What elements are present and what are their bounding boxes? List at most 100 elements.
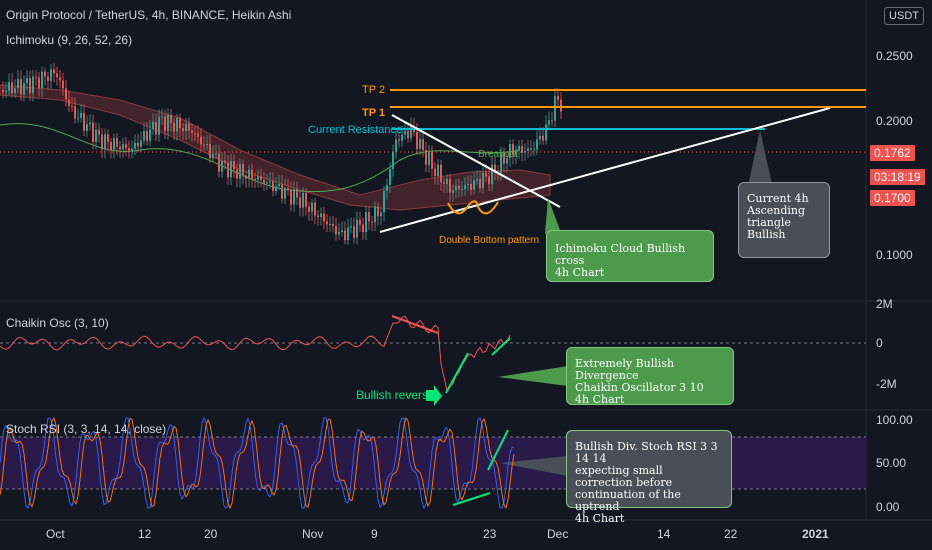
candle bbox=[374, 206, 376, 223]
time-tick: 23 bbox=[483, 527, 497, 541]
candle bbox=[41, 71, 43, 88]
candle bbox=[548, 120, 550, 125]
candle bbox=[275, 186, 277, 191]
ichimoku-note[interactable]: Ichimoku Cloud Bullish cross 4h Chart bbox=[546, 230, 714, 282]
candle bbox=[158, 116, 160, 135]
candle bbox=[260, 176, 262, 180]
time-tick: 22 bbox=[724, 527, 738, 541]
candle bbox=[212, 154, 214, 159]
chaikin-note-pointer bbox=[498, 366, 568, 386]
triangle-note[interactable]: Current 4h Ascending triangle Bullish bbox=[738, 182, 830, 258]
candle bbox=[434, 168, 436, 176]
candle bbox=[26, 78, 28, 84]
candle bbox=[92, 122, 94, 142]
candle bbox=[74, 106, 76, 119]
note-line: 4h Chart bbox=[555, 266, 605, 279]
candle bbox=[128, 148, 130, 152]
candle bbox=[383, 190, 385, 213]
candle bbox=[338, 231, 340, 235]
note-line: Ichimoku Cloud Bullish cross bbox=[555, 242, 686, 267]
candle bbox=[389, 169, 391, 185]
candle bbox=[149, 129, 151, 142]
candle bbox=[314, 202, 316, 216]
price-tick: 0.2000 bbox=[876, 114, 913, 128]
candle bbox=[104, 134, 106, 150]
candle bbox=[377, 206, 379, 217]
candle bbox=[560, 99, 562, 112]
descending-trendline[interactable] bbox=[391, 114, 561, 208]
triangle-note-pointer bbox=[748, 130, 772, 186]
resistance-label: Current Resistance bbox=[308, 124, 402, 136]
candle bbox=[170, 114, 172, 123]
candle bbox=[251, 169, 253, 179]
bullish-reversal-arrow-icon bbox=[426, 385, 442, 406]
candle bbox=[56, 73, 58, 78]
bullish-reversal-label: Bullish reversal bbox=[356, 388, 437, 402]
candle bbox=[536, 139, 538, 150]
candle bbox=[152, 121, 154, 130]
candle bbox=[347, 227, 349, 241]
stoch-tick: 50.00 bbox=[876, 456, 906, 470]
candle bbox=[539, 135, 541, 140]
chaikin-indicator-label[interactable]: Chaikin Osc (3, 10) bbox=[6, 316, 109, 330]
candle bbox=[305, 193, 307, 207]
candle bbox=[233, 161, 235, 170]
note-line: Bullish bbox=[747, 228, 786, 241]
candle bbox=[308, 206, 310, 212]
candle bbox=[443, 182, 445, 184]
candle bbox=[311, 202, 313, 212]
chart-title[interactable]: Origin Protocol / TetherUS, 4h, BINANCE,… bbox=[6, 8, 292, 22]
candle bbox=[317, 215, 319, 217]
candle-series[interactable] bbox=[2, 63, 562, 245]
candle bbox=[470, 183, 472, 190]
time-tick: Nov bbox=[302, 527, 323, 541]
candle bbox=[386, 184, 388, 191]
stoch-note-pointer bbox=[500, 456, 568, 476]
candle bbox=[551, 120, 553, 122]
candle bbox=[164, 116, 166, 131]
candle bbox=[455, 185, 457, 191]
candle bbox=[98, 129, 100, 135]
note-line: Current 4h bbox=[747, 192, 809, 205]
candle bbox=[341, 230, 343, 232]
candle bbox=[422, 138, 424, 151]
ichimoku-indicator-label[interactable]: Ichimoku (9, 26, 52, 26) bbox=[6, 33, 133, 47]
candle bbox=[392, 151, 394, 170]
currency-button[interactable]: USDT bbox=[884, 7, 924, 25]
candle bbox=[173, 122, 175, 132]
candle bbox=[125, 144, 127, 149]
time-tick: 20 bbox=[204, 527, 218, 541]
candle bbox=[425, 150, 427, 165]
candle bbox=[2, 90, 4, 93]
candle bbox=[353, 226, 355, 238]
time-tick: Dec bbox=[547, 527, 568, 541]
candle bbox=[521, 146, 523, 153]
candle bbox=[542, 135, 544, 141]
candle bbox=[161, 116, 163, 118]
price-tick: 0.2500 bbox=[876, 49, 913, 63]
stoch-note[interactable]: Bullish Div. Stoch RSI 3 3 14 14 expecti… bbox=[566, 430, 732, 525]
note-line: continuation of the uptrend bbox=[575, 488, 681, 513]
candle bbox=[491, 164, 493, 185]
time-tick: 9 bbox=[371, 527, 378, 541]
candle bbox=[533, 149, 535, 151]
candle bbox=[467, 183, 469, 185]
candle bbox=[95, 129, 97, 142]
chaikin-tick: 0 bbox=[876, 336, 883, 350]
candle bbox=[482, 172, 484, 189]
double-bottom-marker bbox=[447, 200, 499, 215]
chaikin-note[interactable]: Extremely Bullish Divergence Chaikin Osc… bbox=[566, 347, 734, 406]
stoch-rsi-indicator-label[interactable]: Stoch RSI (3, 3, 14, 14, close) bbox=[6, 422, 167, 436]
candle bbox=[371, 221, 373, 223]
stoch-d-line[interactable] bbox=[0, 416, 515, 510]
stoch-tick: 100.00 bbox=[876, 413, 913, 427]
candle bbox=[461, 188, 463, 190]
candle bbox=[254, 178, 256, 180]
candle bbox=[293, 188, 295, 205]
candle bbox=[209, 143, 211, 159]
candle bbox=[215, 153, 217, 155]
candle bbox=[401, 134, 403, 141]
candle bbox=[230, 161, 232, 178]
time-tick: 12 bbox=[138, 527, 152, 541]
